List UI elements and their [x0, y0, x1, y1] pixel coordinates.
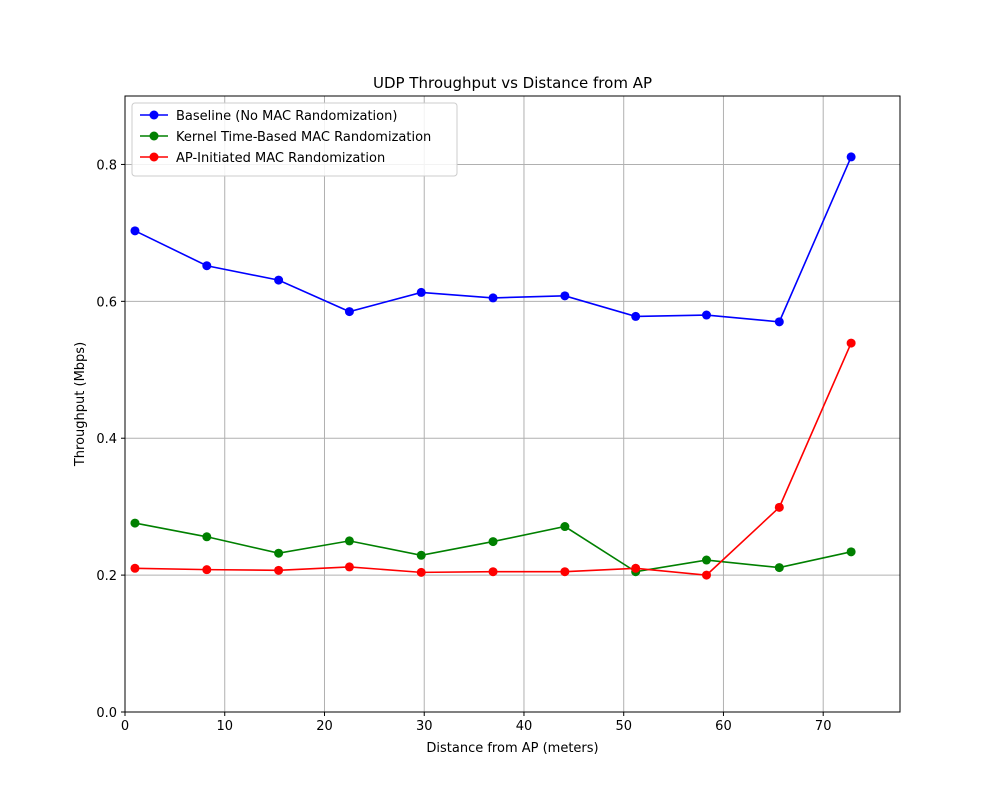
x-tick-label: 40	[516, 719, 533, 734]
data-point	[274, 275, 284, 285]
data-point	[202, 565, 212, 575]
x-tick-label: 60	[715, 719, 732, 734]
data-point	[202, 261, 212, 271]
data-point	[631, 563, 641, 573]
x-tick-label: 70	[815, 719, 832, 734]
data-point	[130, 518, 140, 528]
data-point	[416, 567, 426, 577]
y-tick-label: 0.2	[96, 569, 117, 584]
legend-item-1: Kernel Time-Based MAC Randomization	[140, 130, 431, 145]
data-point	[416, 287, 426, 297]
legend-box	[131, 102, 458, 177]
legend-item-2: AP-Initiated MAC Randomization	[140, 151, 385, 166]
ticks: 0 10 20 30 40 50 60 70 0.0 0.2 0.4 0.6 0.8	[96, 158, 831, 734]
y-tick-label: 0.8	[96, 158, 117, 173]
legend-marker	[149, 110, 159, 120]
y-tick-label: 0.4	[96, 432, 117, 447]
data-point	[560, 291, 570, 301]
data-point	[130, 226, 140, 236]
x-tick-label: 0	[121, 719, 129, 734]
chart-title: UDP Throughput vs Distance from AP	[373, 74, 652, 92]
legend-label: Kernel Time-Based MAC Randomization	[176, 130, 431, 145]
data-point	[774, 563, 784, 573]
x-axis-label: Distance from AP (meters)	[426, 741, 598, 756]
legend-marker	[149, 152, 159, 162]
data-point	[416, 550, 426, 560]
plot-frame	[124, 95, 901, 713]
data-point	[202, 532, 212, 542]
data-point	[130, 563, 140, 573]
series-layer	[130, 152, 856, 580]
y-axis-label: Throughput (Mbps)	[73, 342, 88, 467]
legend: Baseline (No MAC Randomization) Kernel Ti…	[131, 102, 458, 177]
data-point	[846, 338, 856, 348]
legend-marker	[149, 131, 159, 141]
data-point	[344, 307, 354, 317]
series-0	[130, 152, 856, 327]
data-point	[274, 548, 284, 558]
data-point	[488, 537, 498, 547]
data-point	[774, 502, 784, 512]
y-tick-label: 0.0	[96, 706, 117, 721]
data-point	[488, 293, 498, 303]
data-point	[774, 317, 784, 327]
data-point	[560, 567, 570, 577]
series-2	[130, 338, 856, 580]
series-1	[130, 518, 856, 577]
x-tick-label: 20	[316, 719, 333, 734]
data-point	[488, 567, 498, 577]
legend-label: Baseline (No MAC Randomization)	[176, 109, 397, 124]
y-tick-label: 0.6	[96, 295, 117, 310]
x-tick-label: 30	[416, 719, 433, 734]
data-point	[701, 570, 711, 580]
data-point	[846, 152, 856, 162]
data-point	[560, 522, 570, 532]
legend-item-0: Baseline (No MAC Randomization)	[140, 109, 397, 124]
data-point	[701, 555, 711, 565]
x-tick-label: 50	[615, 719, 632, 734]
data-point	[274, 565, 284, 575]
data-point	[846, 547, 856, 557]
data-point	[631, 311, 641, 321]
legend-label: AP-Initiated MAC Randomization	[176, 151, 385, 166]
x-tick-label: 10	[216, 719, 233, 734]
data-point	[701, 310, 711, 320]
data-point	[344, 536, 354, 546]
data-point	[344, 562, 354, 572]
